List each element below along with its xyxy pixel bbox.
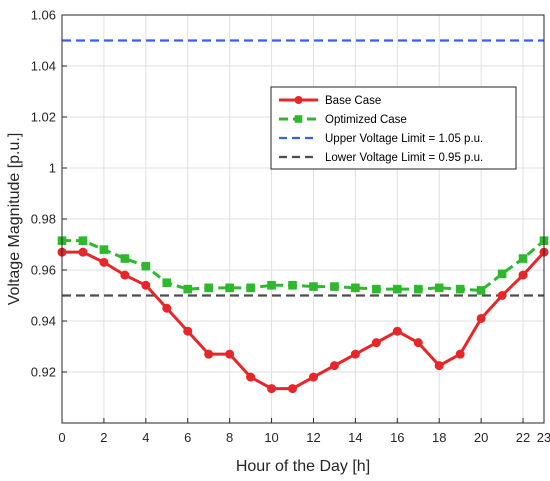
y-axis-title: Voltage Magnitude [p.u.] xyxy=(6,133,23,306)
y-tick-label: 1 xyxy=(49,161,56,176)
base-case-point xyxy=(120,270,130,280)
optimized-case-point xyxy=(372,284,381,294)
optimized-case-point xyxy=(162,278,172,288)
legend: Base Case Optimized Case Upper Voltage Lim… xyxy=(270,86,517,170)
x-tick-label: 2 xyxy=(100,430,107,445)
y-tick-label: 1.06 xyxy=(31,8,56,23)
base-case-point xyxy=(225,349,235,359)
optimized-case-point xyxy=(393,284,402,294)
base-case-point xyxy=(392,326,402,336)
legend-upper-limit-label: Upper Voltage Limit = 1.05 p.u. xyxy=(325,133,483,145)
base-case-point xyxy=(497,291,507,300)
x-axis-title: Hour of the Day [h] xyxy=(236,458,370,475)
x-tick-label: 6 xyxy=(184,430,191,445)
optimized-case-point xyxy=(246,283,255,293)
optimized-case-point xyxy=(99,245,109,254)
base-case-point xyxy=(288,384,298,394)
base-case-point xyxy=(204,349,214,359)
optimized-case-point xyxy=(518,254,528,263)
optimized-case-point xyxy=(204,283,213,293)
optimized-case-point xyxy=(141,261,151,271)
base-case-point xyxy=(476,313,486,323)
base-case-point xyxy=(329,361,339,371)
x-tick-label: 18 xyxy=(432,430,446,445)
optimized-case-point xyxy=(413,284,423,294)
y-tick-label: 0.98 xyxy=(31,212,56,227)
x-tick-label: 14 xyxy=(348,430,362,445)
base-case-point xyxy=(141,280,151,290)
optimized-case-point xyxy=(497,269,507,279)
x-tick-label: 22 xyxy=(516,430,530,445)
y-tick-label: 1.02 xyxy=(31,110,56,125)
optimized-case-point xyxy=(288,281,297,290)
legend-base-case-label: Base Case xyxy=(325,95,381,107)
y-tick-label: 0.94 xyxy=(31,314,56,329)
y-tick-label: 0.92 xyxy=(31,365,56,380)
legend-optimized-case-label: Optimized Case xyxy=(325,114,407,126)
legend-base-case-marker xyxy=(294,96,303,104)
axis-ticks: 0 2 4 6 8 10 12 14 16 18 20 22 23 0.92 0.94 0.96 0.98 1 1.… xyxy=(31,8,550,446)
optimized-case-point xyxy=(225,283,234,293)
data-series xyxy=(57,236,549,394)
base-case-point xyxy=(350,349,360,359)
x-tick-label: 8 xyxy=(226,430,233,445)
optimized-case-point xyxy=(183,284,193,294)
x-tick-label: 4 xyxy=(142,430,149,445)
legend-optimized-case-marker xyxy=(294,115,303,123)
x-tick-label: 0 xyxy=(58,430,65,445)
x-tick-label: 12 xyxy=(306,430,320,445)
base-case-point xyxy=(246,372,256,382)
base-case-point xyxy=(162,303,172,313)
optimized-case-point xyxy=(476,286,486,295)
base-case-point xyxy=(455,349,465,359)
base-case-point xyxy=(413,338,423,348)
reference-lines xyxy=(62,39,544,297)
y-tick-label: 1.04 xyxy=(31,59,56,74)
base-case-point xyxy=(434,361,444,371)
x-tick-label: 23 xyxy=(537,430,550,445)
optimized-case-point xyxy=(330,282,339,291)
y-tick-label: 0.96 xyxy=(31,263,56,278)
base-case-point xyxy=(183,326,193,336)
optimized-case-point xyxy=(120,254,130,263)
x-tick-label: 10 xyxy=(264,430,278,445)
legend-lower-limit-label: Lower Voltage Limit = 0.95 p.u. xyxy=(325,152,483,164)
base-case-point xyxy=(518,270,528,280)
x-tick-label: 20 xyxy=(474,430,488,445)
optimized-case-point xyxy=(267,281,276,290)
optimized-case-point xyxy=(455,284,465,294)
optimized-case-point xyxy=(351,283,360,293)
base-case-point xyxy=(99,257,109,267)
base-case-point xyxy=(78,247,88,257)
x-tick-label: 16 xyxy=(390,430,404,445)
optimized-case-point xyxy=(78,236,88,245)
optimized-case-point xyxy=(434,283,444,293)
optimized-case-point xyxy=(309,282,318,291)
base-case-point xyxy=(308,372,318,382)
base-case-point xyxy=(267,384,277,394)
base-case-point xyxy=(371,338,381,348)
